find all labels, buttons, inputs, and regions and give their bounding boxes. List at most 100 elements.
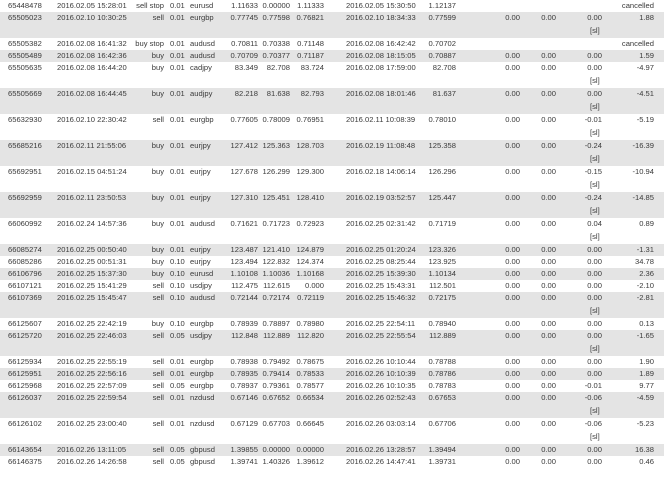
- cell-size: 0.01: [170, 115, 185, 124]
- cell-close-price: 123.326: [428, 245, 456, 254]
- cell-close-time: 2016.02.08 18:15:05: [346, 51, 416, 60]
- cell-order: 65448478: [8, 1, 42, 10]
- cell-close-price: 0.72175: [428, 293, 456, 302]
- cell-commission: 0.00: [505, 89, 520, 98]
- cell-profit: 1.88: [639, 13, 654, 22]
- cell-price: 112.475: [231, 281, 258, 290]
- cell-symbol: nzdusd: [190, 419, 215, 428]
- cell-price: 112.848: [231, 331, 258, 340]
- cell-close-time: 2016.02.25 22:55:54: [346, 331, 416, 340]
- cell-swap: -0.01: [584, 115, 602, 124]
- cell-commission: 0.00: [505, 281, 520, 290]
- table-row: 66125951 2016.02.25 22:56:16 sell 0.01 eurgb…: [0, 368, 664, 380]
- trade-history-table: 65448478 2016.02.05 15:28:01 sell stop 0.01…: [0, 1, 664, 466]
- cell-close-price: 0.78010: [428, 115, 456, 124]
- cell-tp: 0.76821: [296, 13, 324, 22]
- cell-close-time: 2016.02.08 17:59:00: [346, 63, 416, 72]
- stop-loss-marker: [sl]: [590, 344, 600, 353]
- cell-profit: cancelled: [621, 1, 654, 10]
- cell-size: 0.01: [170, 167, 185, 176]
- cell-profit: -16.39: [632, 141, 654, 150]
- cell-taxes: 0.00: [541, 393, 556, 402]
- cell-order: 66125951: [8, 369, 42, 378]
- table-row: 65685216 2016.02.11 21:55:06 buy 0.01 eurjpy…: [0, 140, 664, 166]
- cell-close-time: 2016.02.25 15:46:32: [346, 293, 416, 302]
- cell-tp: 124.374: [296, 257, 324, 266]
- cell-close-price: 0.67653: [428, 393, 456, 402]
- cell-close-price: 1.39731: [428, 457, 456, 466]
- cell-size: 0.01: [170, 357, 185, 366]
- cell-swap: 0.00: [587, 281, 602, 290]
- cell-price: 0.70709: [230, 51, 258, 60]
- cell-swap: -0.06: [584, 419, 602, 428]
- cell-size: 0.01: [170, 419, 185, 428]
- cell-size: 0.01: [170, 193, 185, 202]
- cell-size: 0.01: [170, 63, 185, 72]
- cell-price: 0.78939: [230, 319, 258, 328]
- cell-symbol: audusd: [190, 39, 215, 48]
- cell-swap: -0.06: [584, 393, 602, 402]
- cell-close-price: 0.71719: [428, 219, 456, 228]
- cell-close-time: 2016.02.10 18:34:33: [346, 13, 416, 22]
- cell-open-time: 2016.02.26 13:11:05: [57, 445, 127, 454]
- cell-swap: 0.00: [587, 357, 602, 366]
- cell-size: 0.01: [170, 369, 185, 378]
- cell-taxes: 0.00: [541, 141, 556, 150]
- cell-close-time: 2016.02.26 02:52:43: [346, 393, 416, 402]
- cell-close-time: 2016.02.26 10:10:35: [346, 381, 416, 390]
- cell-profit: -2.10: [636, 281, 654, 290]
- cell-size: 0.01: [170, 13, 185, 22]
- cell-close-time: 2016.02.25 02:31:42: [346, 219, 416, 228]
- stop-loss-marker: [sl]: [590, 406, 600, 415]
- cell-profit: -5.23: [636, 419, 654, 428]
- cell-close-price: 0.78783: [428, 381, 456, 390]
- cell-open-time: 2016.02.26 14:26:58: [57, 457, 127, 466]
- cell-sl: 1.40326: [262, 457, 290, 466]
- cell-symbol: gbpusd: [190, 457, 215, 466]
- cell-swap: 0.00: [587, 369, 602, 378]
- cell-swap: 0.00: [587, 51, 602, 60]
- cell-profit: 0.13: [639, 319, 654, 328]
- table-row: 66060992 2016.02.24 14:57:36 buy 0.01 audusd…: [0, 218, 664, 244]
- cell-close-price: 0.78786: [428, 369, 456, 378]
- cell-size: 0.01: [170, 89, 185, 98]
- stop-loss-marker: [sl]: [590, 26, 600, 35]
- cell-close-price: 123.925: [428, 257, 456, 266]
- table-row: 66085274 2016.02.25 00:50:40 buy 0.01 eurjpy…: [0, 244, 664, 256]
- cell-symbol: audusd: [190, 51, 215, 60]
- cell-price: 0.67146: [230, 393, 258, 402]
- cell-taxes: 0.00: [541, 319, 556, 328]
- cell-swap: 0.00: [587, 319, 602, 328]
- stop-loss-marker: [sl]: [590, 306, 600, 315]
- stop-loss-marker: [sl]: [590, 154, 600, 163]
- cell-profit: -4.51: [636, 89, 654, 98]
- cell-size: 0.01: [170, 219, 185, 228]
- cell-tp: 0.66645: [296, 419, 324, 428]
- cell-profit: -1.65: [636, 331, 654, 340]
- table-row: 66125720 2016.02.25 22:46:03 sell 0.05 usdjp…: [0, 330, 664, 356]
- cell-type: sell: [152, 13, 164, 22]
- cell-close-time: 2016.02.26 10:10:44: [346, 357, 416, 366]
- cell-commission: 0.00: [505, 357, 520, 366]
- cell-open-time: 2016.02.11 21:55:06: [57, 141, 127, 150]
- cell-type: buy: [151, 269, 164, 278]
- cell-type: sell: [152, 419, 164, 428]
- cell-order: 66125720: [8, 331, 42, 340]
- cell-close-price: 112.501: [429, 281, 456, 290]
- cell-symbol: eurusd: [190, 1, 214, 10]
- cell-taxes: 0.00: [541, 445, 556, 454]
- cell-commission: 0.00: [505, 63, 520, 72]
- cell-swap: 0.00: [587, 445, 602, 454]
- cell-commission: 0.00: [505, 381, 520, 390]
- table-row: 66126102 2016.02.25 23:00:40 sell 0.01 nzdus…: [0, 418, 664, 444]
- cell-taxes: 0.00: [541, 167, 556, 176]
- cell-open-time: 2016.02.08 16:42:36: [57, 51, 127, 60]
- cell-close-time: 2016.02.11 10:08:39: [346, 115, 416, 124]
- cell-symbol: eurgbp: [190, 115, 214, 124]
- table-row: 65505489 2016.02.08 16:42:36 buy 0.01 audusd…: [0, 50, 664, 62]
- cell-sl: 1.10036: [262, 269, 290, 278]
- cell-price: 0.77605: [230, 115, 258, 124]
- cell-open-time: 2016.02.25 00:50:40: [57, 245, 127, 254]
- cell-close-time: 2016.02.25 01:20:24: [346, 245, 416, 254]
- cell-order: 66107369: [8, 293, 42, 302]
